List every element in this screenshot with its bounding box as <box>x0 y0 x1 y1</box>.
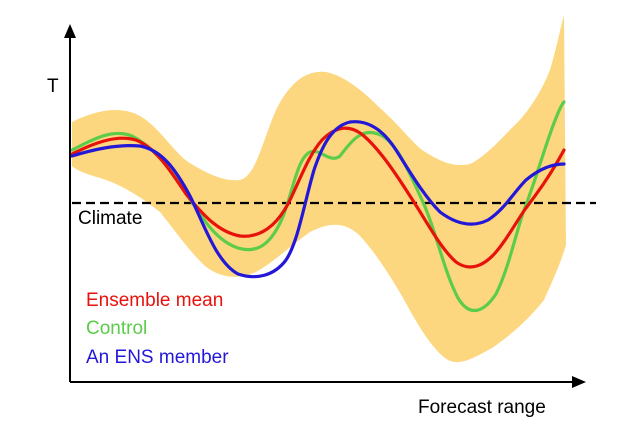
ensemble-mean-line <box>70 126 566 269</box>
legend-ensemble-mean: Ensemble mean <box>86 290 223 311</box>
ensemble-spread-band <box>72 15 566 363</box>
y-axis-label: T <box>47 76 59 97</box>
ens-member-line <box>70 120 566 279</box>
x-axis-label: Forecast range <box>418 397 546 418</box>
climate-label: Climate <box>78 208 142 229</box>
x-axis-arrowhead <box>572 376 586 388</box>
y-axis-arrowhead <box>64 24 76 38</box>
legend-ens-member: An ENS member <box>86 347 229 368</box>
legend-control: Control <box>86 318 147 339</box>
